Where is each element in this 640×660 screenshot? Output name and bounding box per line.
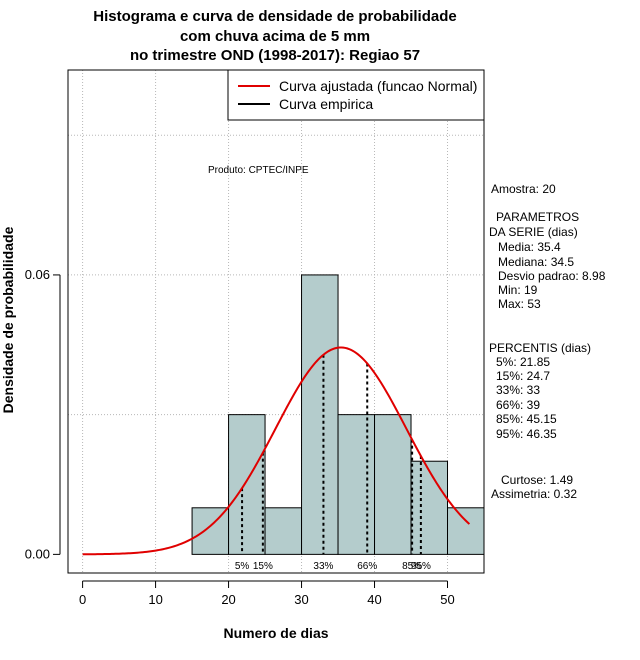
chart-title: Histograma e curva de densidade de proba… (93, 8, 456, 64)
stats-percentiles-heading: PERCENTIS (dias) (489, 341, 591, 355)
histogram-bar-2 (264, 507, 303, 555)
histogram-bar-5 (374, 414, 412, 555)
x-tick-label-3: 30 (294, 592, 308, 607)
histogram-bar-6 (410, 460, 449, 555)
y-tick-label-0: 0.00 (25, 546, 50, 561)
stats-p66: 66%: 39 (496, 398, 540, 412)
stats-kurtosis: Curtose: 1.49 (501, 473, 573, 487)
y-tick-label-1: 0.06 (25, 267, 50, 282)
percentile-lines (241, 354, 422, 555)
y-axis-label: Densidade de probabilidade (0, 226, 16, 413)
histogram-bar-1 (228, 414, 266, 555)
histogram-bar-3 (301, 274, 339, 555)
stats-p15: 15%: 24.7 (496, 369, 550, 383)
x-tick-label-4: 40 (367, 592, 381, 607)
product-annotation: Produto: CPTEC/INPE (208, 165, 309, 176)
chart-title-line-3: no trimestre OND (1998-2017): Regiao 57 (130, 47, 420, 64)
chart-title-line-1: Histograma e curva de densidade de proba… (93, 8, 456, 25)
grid-lines (68, 70, 484, 573)
stats-params-subheading: DA SERIE (dias) (489, 225, 578, 239)
percentile-label-4: 85% (402, 561, 422, 572)
stats-min: Min: 19 (498, 283, 538, 297)
legend-label-empirical: Curva empirica (279, 96, 373, 112)
legend: Curva ajustada (funcao Normal) Curva emp… (227, 69, 485, 121)
percentile-label-5: 95% (411, 561, 431, 572)
legend-box (227, 69, 485, 121)
stats-params-heading: PARAMETROS (496, 210, 579, 224)
stats-p95: 95%: 46.35 (496, 427, 557, 441)
histogram-bar-4 (337, 414, 376, 555)
x-tick-label-2: 20 (221, 592, 235, 607)
x-axis: 0 10 20 30 40 50 (79, 580, 455, 607)
stats-std-dev: Desvio padrao: 8.98 (498, 269, 606, 283)
stats-p5: 5%: 21.85 (496, 355, 550, 369)
stats-panel: Amostra: 20 PARAMETROS DA SERIE (dias) M… (489, 182, 606, 501)
chart-title-line-2: com chuva acima de 5 mm (180, 28, 370, 45)
x-tick-label-0: 0 (79, 592, 86, 607)
stats-mean: Media: 35.4 (498, 240, 561, 254)
stats-p85: 85%: 45.15 (496, 412, 557, 426)
stats-median: Mediana: 34.5 (498, 255, 574, 269)
percentile-label-2: 33% (313, 561, 333, 572)
percentile-labels: 5% 15% 33% 66% 85%95% (235, 561, 431, 572)
stats-p33: 33%: 33 (496, 383, 540, 397)
stats-skewness: Assimetria: 0.32 (491, 487, 577, 501)
x-axis-label: Numero de dias (223, 625, 328, 641)
legend-label-fit: Curva ajustada (funcao Normal) (279, 78, 477, 94)
y-axis: 0.00 0.06 (25, 267, 61, 561)
percentile-label-3: 66% (357, 561, 377, 572)
x-tick-label-1: 10 (148, 592, 162, 607)
percentile-label-0: 5% (235, 561, 250, 572)
stats-max: Max: 53 (498, 297, 541, 311)
stats-sample-size: Amostra: 20 (491, 182, 556, 196)
x-tick-label-5: 50 (440, 592, 454, 607)
histogram-bars (191, 274, 485, 555)
normal-curve (82, 346, 471, 556)
normal-curve-line (82, 346, 471, 556)
percentile-label-1: 15% (253, 561, 273, 572)
histogram-bar-7 (447, 507, 485, 555)
